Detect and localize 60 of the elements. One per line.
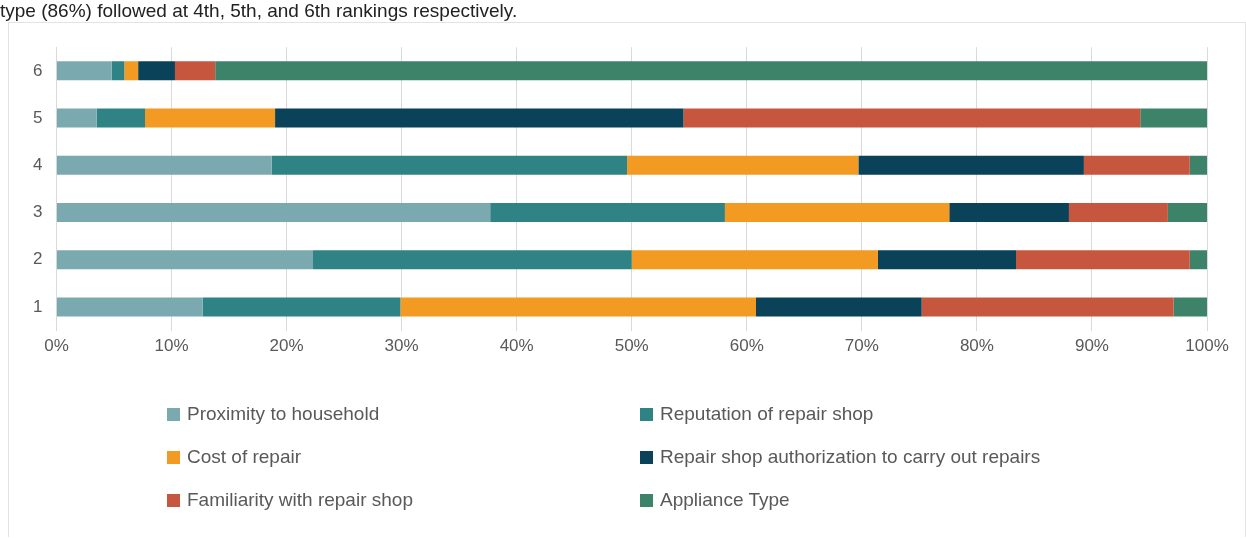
bar (631, 250, 878, 270)
x-tick-label: 20% (269, 336, 304, 356)
bar (1083, 155, 1190, 175)
legend-label: Cost of repair (187, 446, 302, 468)
x-tick-label: 50% (614, 336, 649, 356)
bar (56, 155, 272, 175)
x-tick-label: 40% (499, 336, 534, 356)
bar (174, 61, 216, 81)
legend-label: Reputation of repair shop (660, 403, 874, 425)
bar (490, 203, 725, 222)
bar (627, 155, 859, 175)
bar (1016, 250, 1190, 270)
bar (138, 61, 175, 81)
bar (1189, 250, 1207, 270)
bar (271, 155, 628, 175)
bar (858, 155, 1084, 175)
bar (111, 61, 125, 81)
x-tick-label: 0% (44, 336, 69, 356)
bar (96, 108, 146, 128)
bar (921, 297, 1174, 317)
legend-label: Appliance Type (660, 489, 790, 511)
y-tick-label: 6 (32, 60, 43, 80)
legend-label: Familiarity with repair shop (187, 489, 413, 511)
bar (275, 108, 684, 128)
bar (56, 108, 97, 128)
bar (56, 61, 112, 81)
bar (949, 203, 1069, 222)
x-tick-label: 30% (384, 336, 419, 356)
bar (683, 108, 1141, 128)
y-tick-label: 5 (32, 107, 43, 127)
bar (755, 297, 922, 317)
text: type (86%) followed at 4th, 5th, and 6th rankings respectively. (0, 0, 518, 22)
x-tick-label: 80% (959, 336, 994, 356)
bar (1189, 155, 1207, 175)
bar (1140, 108, 1207, 128)
bar (215, 61, 1207, 81)
bar (56, 250, 314, 270)
x-tick-label: 100% (1185, 336, 1229, 356)
y-tick-label: 4 (32, 154, 43, 174)
legend-label: Repair shop authorization to carry out repairs (660, 446, 1041, 468)
bar (877, 250, 1017, 270)
bar (202, 297, 401, 317)
bar (124, 61, 139, 81)
bar (56, 203, 491, 222)
bar (56, 297, 203, 317)
bar (313, 250, 632, 270)
x-tick-label: 60% (729, 336, 764, 356)
x-tick-label: 10% (154, 336, 189, 356)
y-tick-label: 3 (32, 202, 43, 222)
x-tick-label: 70% (844, 336, 879, 356)
bar (724, 203, 950, 222)
bar (1068, 203, 1168, 222)
y-tick-label: 1 (32, 296, 43, 316)
x-tick-label: 90% (1074, 336, 1109, 356)
bar (145, 108, 276, 128)
bar (1173, 297, 1207, 317)
y-tick-label: 2 (32, 249, 43, 269)
bar (1167, 203, 1207, 222)
bar (400, 297, 756, 317)
legend-label: Proximity to household (187, 403, 380, 425)
